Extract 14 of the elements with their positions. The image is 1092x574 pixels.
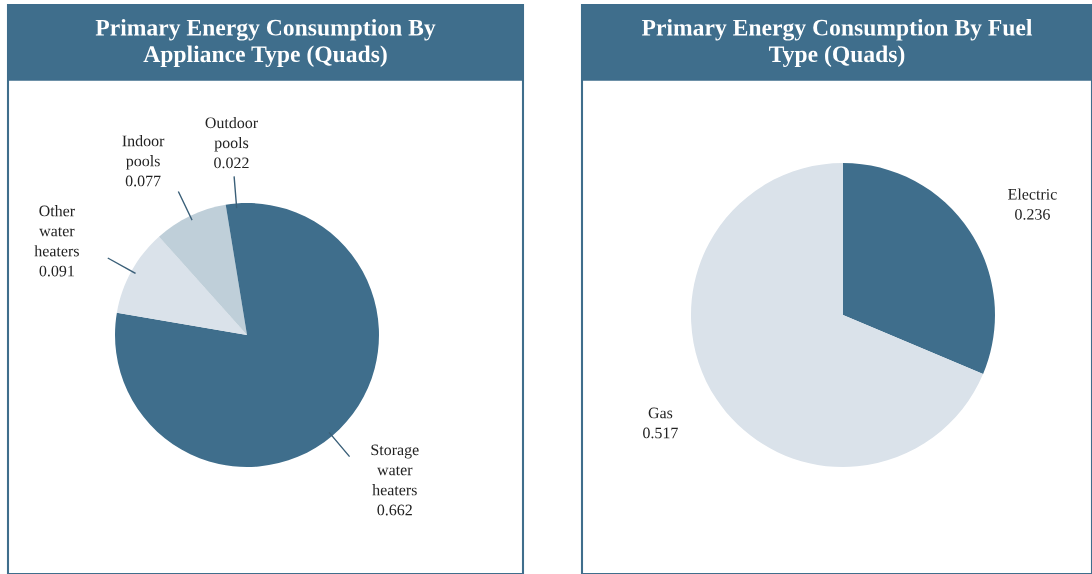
chart-title: Primary Energy Consumption By Appliance Type (Quads) xyxy=(95,19,436,67)
data-label: 0.517 xyxy=(643,427,678,439)
data-label: 0.091 xyxy=(39,265,74,277)
slice-label: Gas xyxy=(648,407,673,419)
data-label: 0.022 xyxy=(214,157,249,169)
chart-title: Primary Energy Consumption By Fuel Type (Quads) xyxy=(641,19,1033,67)
slice-label: Storage water heaters xyxy=(371,444,419,496)
slice-label: Indoor pools xyxy=(122,135,165,170)
data-label: 0.077 xyxy=(125,175,161,187)
slice-label: Electric xyxy=(1008,188,1057,200)
data-label: 0.236 xyxy=(1015,208,1050,220)
data-label: 0.662 xyxy=(377,504,412,516)
slice-label: Outdoor pools xyxy=(205,116,258,152)
slice-label: Other water heaters xyxy=(34,205,79,257)
